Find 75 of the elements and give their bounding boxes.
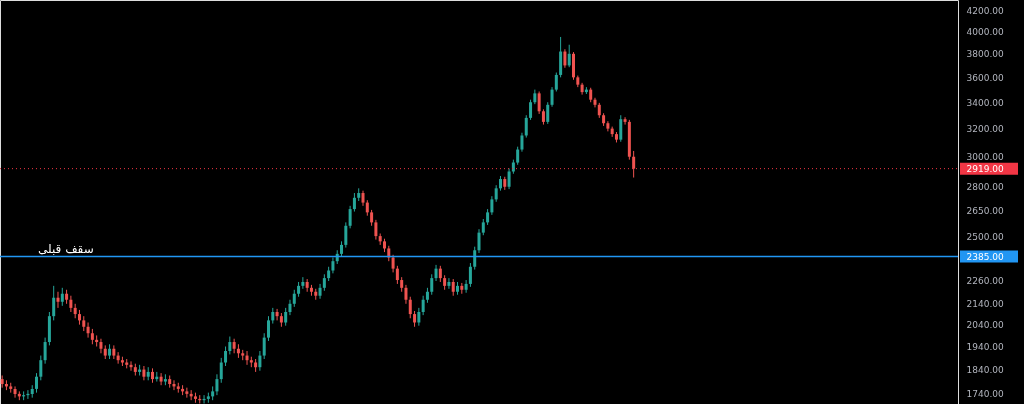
- candlestick: [0, 375, 4, 389]
- candlestick: [477, 228, 481, 254]
- candlestick: [554, 72, 558, 92]
- y-tick-label: 4000.00: [966, 26, 1004, 37]
- candlestick: [142, 365, 146, 381]
- y-tick-label: 2260.00: [966, 275, 1004, 286]
- candlestick: [464, 279, 468, 294]
- y-tick-label: 1840.00: [966, 365, 1004, 376]
- candlestick: [262, 332, 266, 360]
- y-tick-label: 2650.00: [966, 206, 1004, 217]
- candlestick: [447, 277, 451, 290]
- candlestick: [232, 338, 236, 354]
- y-tick-label: 2919.00: [966, 164, 1004, 175]
- candlestick: [56, 291, 60, 309]
- candlestick: [258, 350, 262, 372]
- candlestick: [567, 44, 571, 68]
- candlestick: [520, 132, 524, 153]
- candlestick: [563, 48, 567, 69]
- candlestick: [632, 150, 636, 179]
- candlestick: [404, 284, 408, 305]
- candlestick: [421, 295, 425, 316]
- y-tick-label: 3400.00: [966, 97, 1004, 108]
- candlestick: [275, 308, 279, 321]
- candlestick: [374, 219, 378, 241]
- candlestick: [60, 287, 64, 307]
- candlestick: [69, 295, 73, 313]
- candlestick: [301, 276, 305, 290]
- y-tick-label: 2040.00: [966, 320, 1004, 331]
- candlestick: [524, 114, 528, 139]
- candlestick: [13, 385, 17, 399]
- candlestick: [559, 36, 563, 78]
- candlestick: [348, 205, 352, 229]
- candlestick: [516, 146, 520, 166]
- y-tick-label: 3000.00: [966, 152, 1004, 163]
- candlestick: [43, 337, 47, 365]
- candlestick: [185, 387, 189, 399]
- candlestick: [344, 221, 348, 249]
- y-tick-label: 2800.00: [966, 182, 1004, 193]
- candlestick: [395, 265, 399, 285]
- candlestick: [52, 285, 56, 321]
- candlestick: [430, 273, 434, 296]
- ref-line-label: سقف قبلی: [38, 241, 94, 256]
- y-tick-label: 1940.00: [966, 342, 1004, 353]
- candlestick: [473, 246, 477, 271]
- candlestick: [224, 346, 228, 367]
- candlestick: [35, 372, 39, 394]
- candlestick: [572, 51, 576, 81]
- candlestick: [99, 338, 103, 354]
- candlestick: [550, 86, 554, 108]
- candlestick: [408, 296, 412, 319]
- candlestick: [86, 322, 90, 339]
- candlestick: [468, 262, 472, 288]
- candlestick: [39, 355, 43, 381]
- y-tick-label: 3200.00: [966, 124, 1004, 135]
- candlestick: [546, 101, 550, 125]
- candlestick: [490, 195, 494, 216]
- candlestick: [623, 116, 627, 126]
- y-tick-label: 4200.00: [966, 5, 1004, 16]
- candlestick: [507, 167, 511, 190]
- candlestick: [352, 192, 356, 213]
- y-tick-label: 2140.00: [966, 299, 1004, 310]
- candlestick: [529, 99, 533, 121]
- y-tick-label: 3600.00: [966, 72, 1004, 83]
- y-tick-label: 2500.00: [966, 231, 1004, 242]
- candlestick: [318, 283, 322, 300]
- candlestick: [219, 357, 223, 384]
- candlestick: [215, 373, 219, 396]
- candlestick: [619, 114, 623, 143]
- y-tick-label: 3800.00: [966, 49, 1004, 60]
- y-tick-label: 2385.00: [966, 252, 1004, 263]
- candlestick: [537, 90, 541, 115]
- candlestick: [288, 299, 292, 316]
- candlestick: [266, 315, 270, 342]
- candlestick: [159, 372, 163, 386]
- y-tick-label: 1740.00: [966, 389, 1004, 400]
